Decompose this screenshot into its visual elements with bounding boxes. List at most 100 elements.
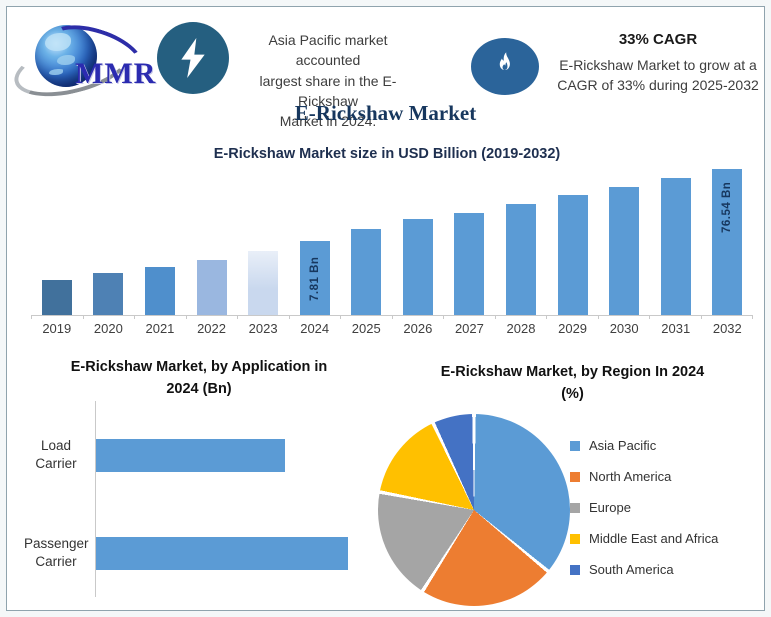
region-chart: E-Rickshaw Market, by Region In 2024 (%)… xyxy=(378,362,764,610)
lightning-bolt-glyph xyxy=(181,38,205,78)
flame-icon xyxy=(471,38,539,95)
bar-column-2032: 76.54 Bn xyxy=(702,167,754,315)
legend-label: Middle East and Africa xyxy=(589,531,719,546)
bar-column-2023 xyxy=(237,167,289,315)
note-line: largest share in the E-Rickshaw xyxy=(259,72,397,109)
bar-2024: 7.81 Bn xyxy=(299,241,330,315)
axis-tick xyxy=(237,316,289,319)
highlight-note-left: Asia Pacific market accounted largest sh… xyxy=(235,30,421,131)
bar-2031 xyxy=(660,178,691,315)
axis-tick xyxy=(700,316,753,319)
infographic-frame: MMR Asia Pacific market accounted larges… xyxy=(6,6,765,611)
globe-icon xyxy=(35,25,97,87)
axis-tick xyxy=(134,316,186,319)
legend-label: South America xyxy=(589,562,674,577)
legend-marker xyxy=(570,440,580,451)
application-row-passenger-carrier xyxy=(96,537,367,570)
bar-2019 xyxy=(41,280,72,315)
axis-label-2027: 2027 xyxy=(454,321,484,336)
bar-column-2027 xyxy=(444,167,496,315)
note-line: CAGR of 33% during 2025-2032 xyxy=(557,77,759,94)
axis-tick xyxy=(391,316,444,319)
bar-2028 xyxy=(505,204,536,315)
note-line: E-Rickshaw Market to grow at a xyxy=(559,56,757,73)
axis-tick xyxy=(546,316,598,319)
bar-column-2031 xyxy=(650,167,702,315)
legend-marker xyxy=(570,564,580,575)
bar-column-2022 xyxy=(186,167,238,315)
bar-column-2029 xyxy=(547,167,599,315)
label-line: Load xyxy=(40,438,72,453)
legend-marker xyxy=(570,533,580,544)
legend-item-europe: Europe xyxy=(570,492,718,523)
legend-marker xyxy=(570,471,580,482)
page-title: E-Rickshaw Market xyxy=(294,101,477,125)
bar-2023 xyxy=(248,251,279,315)
bar-2022 xyxy=(196,260,227,315)
bar-column-2028 xyxy=(495,167,547,315)
title-line: (%) xyxy=(561,385,584,402)
market-size-chart: 7.81 Bn 76.54 Bn 2019 2020 2021 2022 2023 2024… xyxy=(31,167,753,336)
legend-label: Europe xyxy=(589,500,631,515)
application-chart-title: E-Rickshaw Market, by Application in 202… xyxy=(21,357,377,401)
label-line: Passenger xyxy=(24,536,89,551)
axis-label-2032: 2032 xyxy=(712,321,742,336)
axis-tick xyxy=(649,316,701,319)
label-line: Carrier xyxy=(35,554,77,570)
bar-column-2019 xyxy=(31,167,83,315)
region-pie xyxy=(378,414,570,606)
application-chart: E-Rickshaw Market, by Application in 202… xyxy=(21,357,377,605)
application-row-load-carrier xyxy=(96,439,367,472)
flame-glyph xyxy=(499,51,510,70)
highlight-note-right: 33% CAGR E-Rickshaw Market to grow at a … xyxy=(547,29,764,95)
bar-column-2026 xyxy=(392,167,444,315)
bar-column-2021 xyxy=(134,167,186,315)
note-line: Market in 2024. xyxy=(279,113,377,130)
bar-2027 xyxy=(454,213,485,315)
axis-label-2023: 2023 xyxy=(248,321,278,336)
legend-label: Asia Pacific xyxy=(589,438,657,453)
application-label-load-carrier: Load Carrier xyxy=(24,437,88,473)
application-bar-load-carrier xyxy=(96,439,285,472)
mmr-logo: MMR xyxy=(8,14,157,107)
bar-2025 xyxy=(351,229,382,315)
bar-2029 xyxy=(557,195,588,315)
bar-2026 xyxy=(402,219,433,315)
legend-item-north-america: North America xyxy=(570,461,718,492)
axis-tick xyxy=(185,316,238,319)
bar-2032: 76.54 Bn xyxy=(712,169,743,315)
bar-column-2030 xyxy=(598,167,650,315)
axis-label-2024: 2024 xyxy=(300,321,330,336)
market-size-axis xyxy=(31,315,753,319)
axis-label-2026: 2026 xyxy=(403,321,433,336)
axis-tick xyxy=(597,316,650,319)
axis-label-2019: 2019 xyxy=(42,321,72,336)
axis-label-2020: 2020 xyxy=(93,321,123,336)
market-size-years: 2019 2020 2021 2022 2023 2024 2025 2026 2027 2028… xyxy=(31,321,753,336)
logo-text: MMR xyxy=(75,57,157,90)
legend-item-south-america: South America xyxy=(570,554,718,585)
region-chart-title: E-Rickshaw Market, by Region In 2024 (%) xyxy=(378,362,764,406)
bar-value-label-2024: 7.81 Bn xyxy=(308,256,321,302)
bar-column-2025 xyxy=(340,167,392,315)
bar-2030 xyxy=(609,187,640,315)
legend-item-asia-pacific: Asia Pacific xyxy=(570,430,718,461)
bar-column-2024: 7.81 Bn xyxy=(289,167,341,315)
axis-label-2028: 2028 xyxy=(506,321,536,336)
title-line: E-Rickshaw Market, by Application in xyxy=(70,359,328,375)
region-legend: Asia Pacific North America Europe Middle Ea… xyxy=(570,430,718,585)
legend-marker xyxy=(570,502,580,513)
market-size-columns: 7.81 Bn 76.54 Bn xyxy=(31,167,753,315)
bar-2020 xyxy=(93,273,124,315)
axis-tick xyxy=(31,316,83,319)
lightning-icon xyxy=(157,22,229,94)
cagr-title: 33% CAGR xyxy=(618,31,698,48)
axis-label-2029: 2029 xyxy=(558,321,588,336)
note-line: Asia Pacific market accounted xyxy=(268,32,388,69)
legend-label: North America xyxy=(589,469,672,484)
axis-tick xyxy=(82,316,135,319)
bar-value-label-2032: 76.54 Bn xyxy=(721,181,734,233)
application-plot: Load Carrier Passenger Carrier xyxy=(24,401,367,597)
bar-2021 xyxy=(144,267,175,315)
application-bar-passenger-carrier xyxy=(96,537,348,570)
